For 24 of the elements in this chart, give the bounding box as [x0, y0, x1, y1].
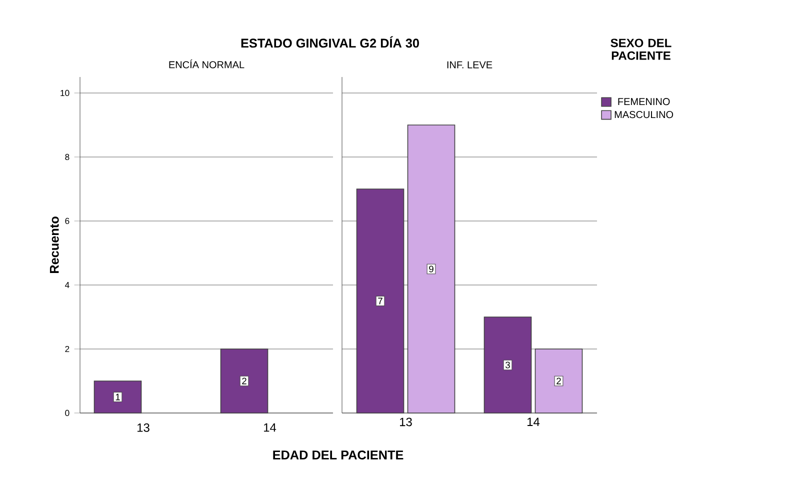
data-label: 9 [429, 266, 434, 272]
y-tick-label: 6 [65, 218, 70, 224]
chart-title: ESTADO GINGIVAL G2 DÍA 30 [241, 36, 419, 48]
chart-subtitle: INF. LEVE [447, 61, 492, 68]
data-label: 1 [116, 394, 120, 400]
legend-title: SEXO DEL PACIENTE [610, 38, 672, 60]
y-tick-label: 0 [65, 410, 70, 416]
data-label: 3 [506, 362, 510, 368]
y-axis-title: Recuento [50, 216, 59, 273]
x-tick-label: 13 [138, 423, 150, 432]
y-tick-label: 2 [65, 346, 70, 352]
legend-label: MASCULINO [614, 111, 674, 118]
chart-subtitle: ENCÍA NORMAL [169, 60, 244, 68]
x-tick-label: 14 [264, 423, 276, 432]
x-tick-label: 14 [528, 418, 540, 426]
legend-label: FEMENINO [618, 98, 670, 106]
x-tick-label: 13 [400, 418, 412, 426]
data-label: 2 [556, 378, 561, 384]
data-label: 2 [242, 378, 246, 384]
x-axis-title: EDAD DEL PACIENTE [273, 450, 404, 460]
y-tick-label: 4 [65, 282, 70, 288]
data-label: 7 [378, 298, 382, 304]
y-tick-label: 8 [65, 154, 70, 160]
y-tick-label: 10 [60, 90, 70, 96]
